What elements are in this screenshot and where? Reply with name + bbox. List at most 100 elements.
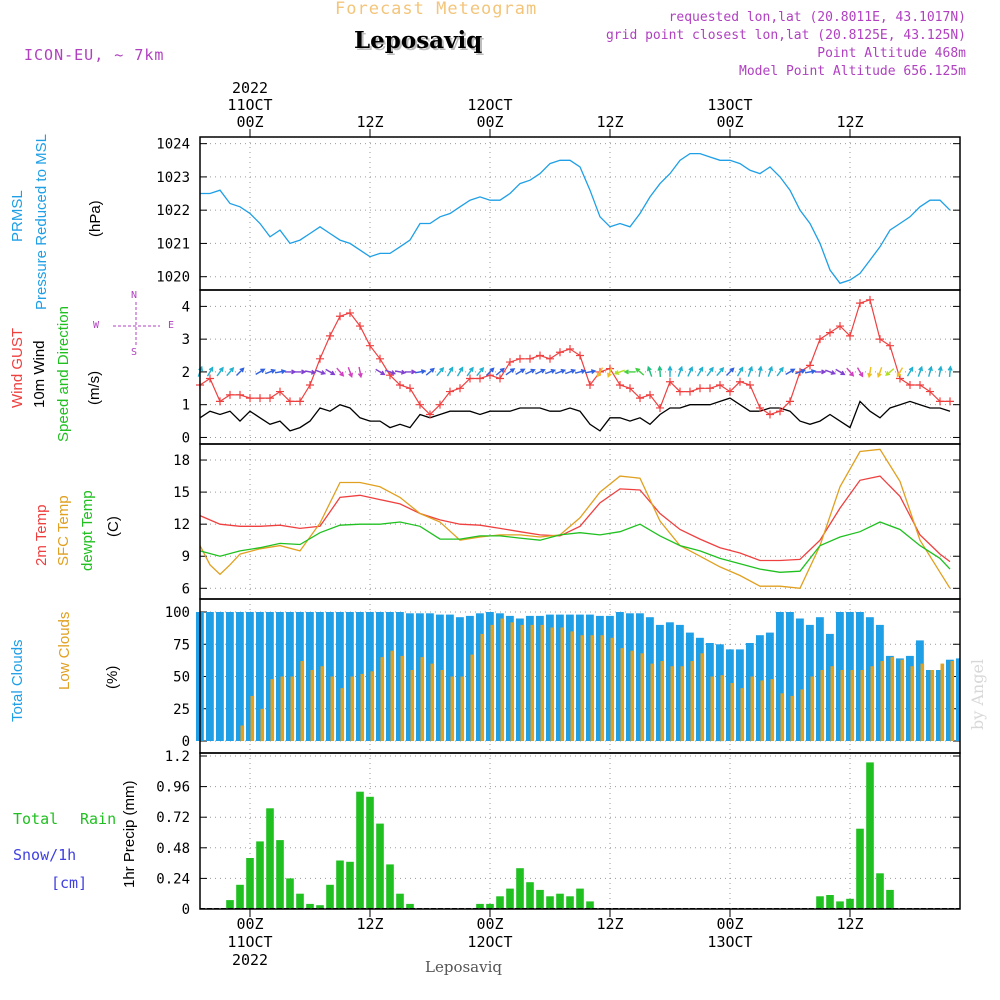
wind-gust-marker — [496, 374, 504, 383]
wind-direction-arrow — [657, 365, 663, 377]
compass-rose — [113, 302, 160, 345]
precip-bar — [816, 896, 824, 910]
wind-direction-arrow — [726, 367, 735, 376]
low-cloud-bar — [520, 624, 525, 741]
wind-gust-marker — [786, 397, 794, 406]
total-cloud-bar — [746, 643, 754, 741]
low-cloud-bar — [910, 666, 915, 741]
total-cloud-bar — [256, 612, 264, 741]
total-cloud-bar — [576, 614, 584, 741]
panel-frame-precip — [199, 752, 961, 910]
low-cloud-bar — [290, 676, 295, 741]
ytick-label-pressure-3: 1023 — [156, 170, 190, 186]
total-cloud-bar — [776, 612, 784, 741]
wind-direction-arrow — [525, 368, 536, 375]
ytick-label-clouds-1: 25 — [173, 702, 190, 718]
ytick-label-pressure-0: 1020 — [156, 270, 190, 286]
wind-direction-arrow — [505, 368, 516, 376]
ytick-label-pressure-1: 1021 — [156, 236, 190, 252]
total-cloud-bar — [706, 643, 714, 741]
station-title: Leposaviq — [354, 27, 483, 54]
temp-dewpt-line — [199, 521, 951, 573]
precip-bar — [226, 900, 234, 909]
wind-direction-arrow — [647, 365, 653, 377]
wind-direction-arrow — [947, 365, 953, 377]
total-cloud-bar — [386, 612, 394, 741]
total-cloud-bar — [846, 612, 854, 741]
total-cloud-bar — [716, 644, 724, 742]
wind-direction-arrow — [776, 366, 784, 377]
wind-direction-arrow — [325, 368, 336, 376]
top-axis-hour: 12Z — [356, 113, 383, 131]
wind-gust-marker — [256, 394, 264, 403]
precip-bar — [476, 903, 484, 909]
wind-gust-marker — [826, 328, 834, 337]
precip-bar — [876, 873, 884, 909]
low-cloud-bar — [480, 633, 485, 741]
total-cloud-bar — [246, 612, 254, 741]
ytick-label-temperature-3: 15 — [173, 485, 190, 501]
low-cloud-bar — [560, 627, 565, 741]
total-cloud-bar — [786, 612, 794, 741]
precip-bar — [536, 889, 544, 909]
low-cloud-bar — [920, 663, 925, 741]
ytick-label-precip-0: 0 — [182, 902, 190, 918]
wind-gust-marker — [886, 341, 894, 350]
low-cloud-bar — [430, 663, 435, 741]
wind-gust-marker — [296, 397, 304, 406]
ytick-label-temperature-2: 12 — [173, 517, 190, 533]
precip-bar — [386, 864, 394, 909]
ytick-label-wind-4: 4 — [182, 299, 190, 315]
total-cloud-bar — [626, 613, 634, 741]
wind-gust-marker — [226, 390, 234, 399]
low-cloud-bar — [600, 635, 605, 741]
total-cloud-bar — [276, 612, 284, 741]
wind-gust-marker — [376, 354, 384, 363]
total-cloud-bar — [876, 624, 884, 741]
precip-bar — [346, 861, 354, 909]
wind-gust-marker — [516, 354, 524, 363]
bottom-axis-date: 13OCT — [707, 933, 752, 951]
total-cloud-bar — [586, 614, 594, 741]
wind-gust-marker — [396, 381, 404, 390]
wind-gust-marker — [236, 390, 244, 399]
wind-direction-arrow — [545, 368, 557, 375]
wind-gust-marker — [536, 351, 544, 360]
wind-gust-marker — [206, 374, 214, 383]
top-axis-hour: 00Z — [476, 113, 503, 131]
wind-direction-arrow — [607, 366, 613, 378]
low-cloud-bar — [450, 676, 455, 741]
total-cloud-bar — [286, 612, 294, 741]
bottom-axis-hour: 12Z — [356, 915, 383, 933]
total-cloud-bar — [436, 614, 444, 741]
wind-direction-arrow — [385, 369, 397, 375]
wind-gust-marker — [776, 407, 784, 416]
low-cloud-bar — [820, 670, 825, 741]
wind-direction-arrow — [394, 369, 407, 375]
total-cloud-bar — [916, 640, 924, 741]
panel-frame-pressure — [199, 136, 961, 291]
wind-gust-marker — [686, 387, 694, 396]
ytick-label-pressure-2: 1022 — [156, 203, 190, 219]
precip-bar — [406, 903, 414, 909]
wind-gust-marker — [426, 410, 434, 419]
wind-direction-arrow — [515, 368, 526, 376]
total-cloud-bar — [896, 658, 904, 741]
total-cloud-bar — [266, 612, 274, 741]
wind-direction-arrow — [255, 368, 266, 376]
wind-direction-arrow — [623, 369, 635, 375]
total-cloud-bar — [326, 612, 334, 741]
total-cloud-bar — [686, 632, 694, 741]
wind-direction-arrow — [906, 366, 914, 377]
bottom-axis-hour: 12Z — [836, 915, 863, 933]
wind-direction-arrow — [274, 369, 287, 375]
wind-direction-arrow — [236, 367, 245, 376]
wind-direction-arrow — [347, 366, 353, 378]
precip-bar — [366, 796, 374, 909]
compass-e: E — [168, 320, 175, 331]
wind-direction-arrow — [856, 367, 864, 378]
low-cloud-bar — [710, 676, 715, 741]
wind-direction-arrow — [885, 368, 895, 377]
chart-subtitle: Forecast Meteogram — [335, 0, 538, 19]
total-cloud-bar — [926, 670, 934, 741]
